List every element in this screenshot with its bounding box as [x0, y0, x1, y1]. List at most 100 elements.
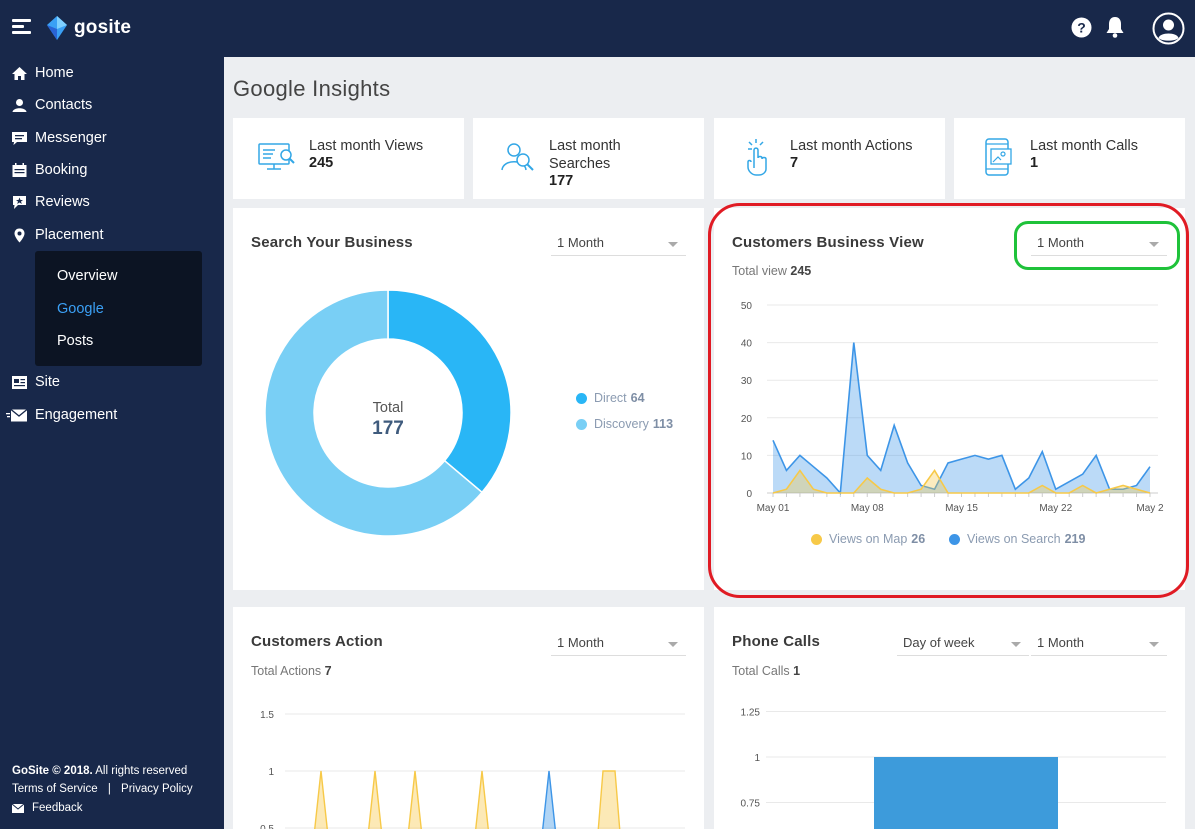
terms-link[interactable]: Terms of Service: [12, 783, 98, 795]
sidebar-item-home[interactable]: Home: [11, 61, 74, 85]
legend-name: Direct: [594, 391, 627, 405]
y-tick-label: 50: [741, 301, 753, 312]
x-tick-label: May 08: [851, 503, 884, 514]
calls-period-dropdown[interactable]: 1 Month: [1031, 632, 1167, 656]
legend-item-direct: Direct 64: [576, 391, 645, 405]
logo[interactable]: gosite: [46, 15, 131, 41]
legend-value: 64: [630, 391, 645, 405]
calls-bar: [874, 757, 1058, 829]
area-views-on-map: [773, 470, 1150, 493]
chevron-down-icon: [1149, 242, 1159, 247]
x-tick-label: May 15: [945, 503, 978, 514]
sidebar-item-label: Placement: [35, 227, 104, 243]
site-icon: [12, 375, 27, 389]
donut-total-value: 177: [372, 418, 404, 439]
y-tick-label: 0.75: [741, 799, 761, 810]
legend-dot: [811, 533, 822, 545]
stat-card-calls: Last month Calls 1: [954, 118, 1185, 199]
y-tick-label: 1.5: [260, 710, 274, 721]
y-tick-label: 20: [741, 414, 753, 425]
sidebar-item-booking[interactable]: Booking: [11, 158, 87, 182]
legend-value: 26: [911, 532, 926, 546]
x-tick-label: May 01: [757, 503, 790, 514]
sidebar-item-engagement[interactable]: Engagement: [6, 403, 117, 427]
sidebar-item-label: Reviews: [35, 194, 90, 210]
legend-dot: [576, 418, 587, 430]
chevron-down-icon: [668, 642, 678, 647]
y-tick-label: 1.25: [741, 708, 761, 719]
submenu-item-google[interactable]: Google: [57, 301, 104, 317]
total-calls-value: 1: [793, 664, 801, 678]
bell-icon[interactable]: [1105, 16, 1125, 38]
copyright-text: GoSite © 2018. All rights reserved: [12, 765, 187, 777]
action-spike: [408, 770, 422, 829]
contacts-icon: [12, 98, 27, 112]
chevron-down-icon: [1149, 642, 1159, 647]
help-circle-icon[interactable]: ?: [1071, 17, 1092, 38]
feedback-label: Feedback: [32, 802, 83, 814]
submenu-item-overview[interactable]: Overview: [57, 268, 118, 284]
sidebar-item-label: Booking: [35, 162, 88, 178]
monitor-search-icon: [258, 143, 295, 170]
svg-text:?: ?: [1077, 20, 1086, 36]
calls-grouping-dropdown[interactable]: Day of week: [897, 632, 1029, 656]
tap-hand-icon: [747, 139, 767, 176]
sidebar-item-reviews[interactable]: Reviews: [11, 190, 90, 214]
stat-value-views: 245: [309, 155, 334, 171]
legend-value: 219: [1064, 532, 1086, 546]
views-period-dropdown[interactable]: 1 Month: [1031, 232, 1167, 256]
dropdown-value: 1 Month: [557, 235, 604, 250]
total-actions-text: Total Actions 7: [251, 664, 332, 678]
chevron-down-icon: [668, 242, 678, 247]
copyright-rest: All rights reserved: [92, 765, 188, 777]
copyright-bold: GoSite © 2018.: [12, 765, 93, 777]
sidebar-item-messenger[interactable]: Messenger: [11, 126, 107, 150]
stat-card-views: Last month Views 245: [233, 118, 464, 199]
dropdown-value: 1 Month: [1037, 635, 1084, 650]
total-view-value: 245: [790, 264, 812, 278]
sidebar-item-label: Messenger: [35, 130, 107, 146]
sidebar-item-site[interactable]: Site: [11, 370, 60, 394]
phone-map-icon: [985, 138, 1012, 176]
menu-toggle-icon[interactable]: [12, 19, 31, 35]
sidebar-item-label: Home: [35, 65, 74, 81]
total-calls-label: Total Calls: [732, 664, 790, 678]
feedback-link[interactable]: Feedback: [12, 802, 83, 814]
logo-text: gosite: [74, 17, 132, 38]
messenger-icon: [12, 131, 27, 145]
map-pin-icon: [14, 228, 25, 242]
phone-calls-panel: Phone Calls Day of week 1 Month Total Ca…: [714, 607, 1185, 829]
y-tick-label: 30: [741, 376, 753, 387]
y-tick-label: 0.5: [260, 824, 274, 829]
action-spike: [597, 770, 621, 829]
donut-slice-direct: [387, 290, 512, 494]
stat-label-actions: Last month Actions: [790, 138, 913, 154]
total-actions-label: Total Actions: [251, 664, 322, 678]
stat-value-searches: 177: [549, 173, 574, 189]
search-period-dropdown[interactable]: 1 Month: [551, 232, 686, 256]
sidebar-item-contacts[interactable]: Contacts: [11, 93, 92, 117]
privacy-link[interactable]: Privacy Policy: [121, 783, 193, 795]
stat-value-actions: 7: [790, 155, 799, 171]
user-avatar-icon[interactable]: [1152, 12, 1185, 45]
y-tick-label: 40: [741, 339, 753, 350]
legend-dot: [949, 533, 960, 545]
total-view-text: Total view 245: [732, 264, 811, 278]
legend-name: Views on Map: [829, 532, 908, 546]
search-donut-chart: [265, 290, 512, 537]
feedback-mail-icon: [12, 803, 24, 813]
stat-card-searches: Last month Searches 177: [473, 118, 704, 199]
action-spike: [314, 770, 328, 829]
views-area-chart: 0 10 20 30 40 50 May 01 May 08 May 15 May 22 May 2: [741, 301, 1164, 514]
y-tick-label: 1: [754, 753, 760, 764]
dropdown-value: 1 Month: [1037, 235, 1084, 250]
donut-slice-discovery: [265, 290, 484, 537]
panel-title: Search Your Business: [251, 234, 413, 251]
submenu-item-posts[interactable]: Posts: [57, 333, 94, 349]
actions-period-dropdown[interactable]: 1 Month: [551, 632, 686, 656]
top-bar: gosite ?: [0, 0, 1195, 57]
home-icon: [12, 66, 27, 80]
sidebar-item-placement[interactable]: Placement: [11, 223, 104, 247]
x-tick-label: May 2: [1136, 503, 1164, 514]
stat-label-searches: Last month Searches: [549, 138, 621, 172]
